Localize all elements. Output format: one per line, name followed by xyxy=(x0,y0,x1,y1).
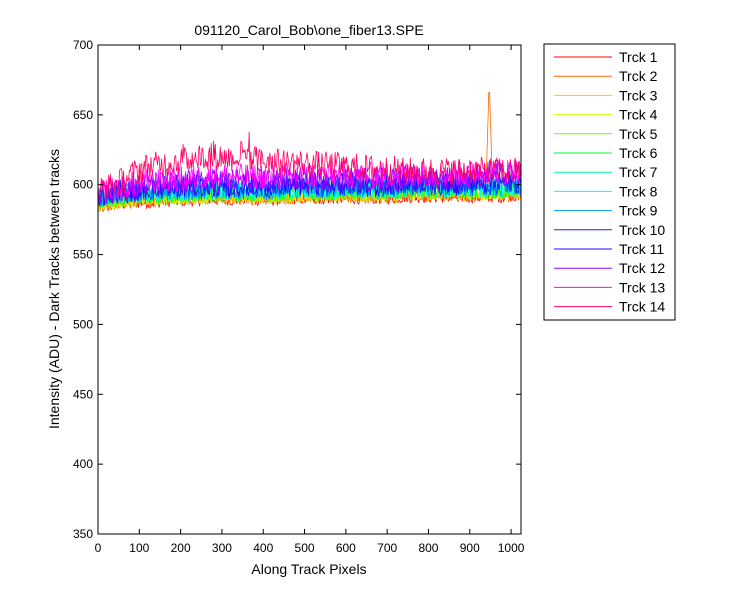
x-tick-label: 800 xyxy=(418,541,438,555)
x-axis: 0 100 200 300 400 500 600 700 800 900 1000 xyxy=(95,45,525,555)
x-tick-label: 600 xyxy=(336,541,356,555)
legend-item-trck-4: Trck 4 xyxy=(554,107,658,123)
y-tick-label: 700 xyxy=(73,38,93,52)
legend-item-trck-13: Trck 13 xyxy=(554,279,665,295)
y-tick-label: 450 xyxy=(73,387,93,401)
legend-label: Trck 6 xyxy=(619,145,658,161)
legend: Trck 1 Trck 2 Trck 3 Trck 4 Trck 5 Trck 6 Trck… xyxy=(543,43,676,321)
legend-label: Trck 13 xyxy=(619,279,665,295)
legend-label: Trck 12 xyxy=(619,260,665,276)
legend-items: Trck 1 Trck 2 Trck 3 Trck 4 Trck 5 Trck 6 Trck… xyxy=(554,49,665,315)
legend-item-trck-10: Trck 10 xyxy=(554,222,665,238)
legend-item-trck-1: Trck 1 xyxy=(554,49,658,65)
legend-label: Trck 7 xyxy=(619,164,658,180)
x-tick-label: 500 xyxy=(295,541,315,555)
x-tick-label: 400 xyxy=(253,541,273,555)
legend-label: Trck 9 xyxy=(619,203,658,219)
x-axis-label: Along Track Pixels xyxy=(251,561,366,577)
legend-item-trck-12: Trck 12 xyxy=(554,260,665,276)
legend-item-trck-5: Trck 5 xyxy=(554,126,658,142)
legend-item-trck-9: Trck 9 xyxy=(554,203,658,219)
legend-label: Trck 5 xyxy=(619,126,658,142)
x-tick-label: 0 xyxy=(95,541,102,555)
legend-item-trck-11: Trck 11 xyxy=(554,241,664,257)
legend-label: Trck 10 xyxy=(619,222,665,238)
y-tick-label: 500 xyxy=(73,317,93,331)
x-tick-label: 700 xyxy=(377,541,397,555)
y-tick-label: 400 xyxy=(73,457,93,471)
series-line-trck-13 xyxy=(97,158,522,204)
x-tick-label: 1000 xyxy=(498,541,525,555)
legend-item-trck-3: Trck 3 xyxy=(554,87,658,103)
legend-item-trck-7: Trck 7 xyxy=(554,164,658,180)
legend-label: Trck 14 xyxy=(619,299,665,315)
y-tick-label: 550 xyxy=(73,248,93,262)
y-tick-label: 350 xyxy=(73,527,93,541)
legend-label: Trck 4 xyxy=(619,107,658,123)
plot-frame xyxy=(97,44,522,535)
x-tick-label: 300 xyxy=(212,541,232,555)
x-tick-label: 900 xyxy=(460,541,480,555)
legend-label: Trck 3 xyxy=(619,87,658,103)
series-layer xyxy=(97,92,522,213)
legend-item-trck-2: Trck 2 xyxy=(554,68,658,84)
legend-label: Trck 11 xyxy=(619,241,664,257)
chart-title: 091120_Carol_Bob\one_fiber13.SPE xyxy=(194,22,423,38)
x-tick-label: 200 xyxy=(171,541,191,555)
y-axis: 350 400 450 500 550 600 650 700 xyxy=(73,38,521,541)
y-axis-label: Intensity (ADU) - Dark Tracks between tr… xyxy=(46,149,62,429)
legend-item-trck-14: Trck 14 xyxy=(554,299,665,315)
series-line-trck-14 xyxy=(97,131,522,201)
legend-box xyxy=(543,43,676,321)
plot-area xyxy=(97,44,522,535)
legend-label: Trck 1 xyxy=(619,49,658,65)
legend-label: Trck 2 xyxy=(619,68,658,84)
x-tick-label: 100 xyxy=(129,541,149,555)
y-tick-label: 650 xyxy=(73,108,93,122)
y-tick-label: 600 xyxy=(73,178,93,192)
legend-item-trck-8: Trck 8 xyxy=(554,183,658,199)
legend-item-trck-6: Trck 6 xyxy=(554,145,658,161)
legend-label: Trck 8 xyxy=(619,183,658,199)
